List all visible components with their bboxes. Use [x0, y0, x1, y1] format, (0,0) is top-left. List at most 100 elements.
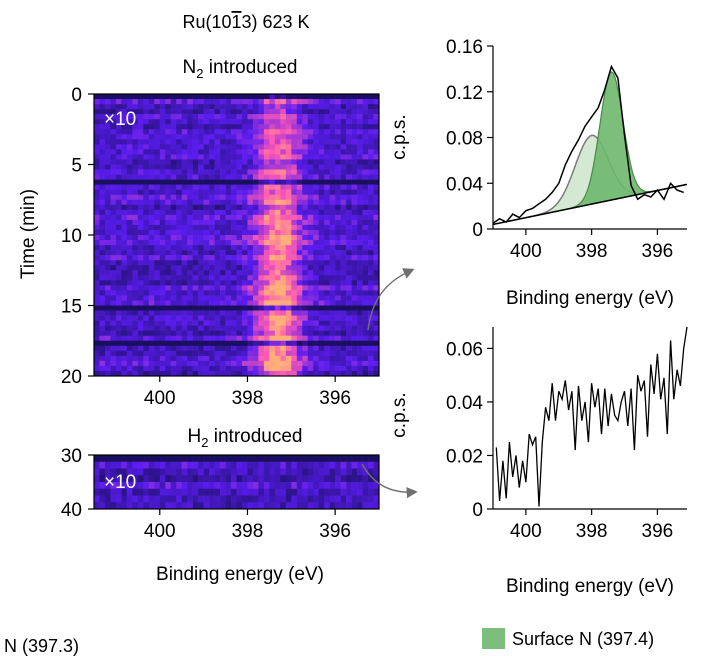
- heatmap-n2-cell: [159, 320, 166, 326]
- heatmap-n2-cell: [302, 350, 309, 357]
- heatmap-n2-cell: [346, 280, 352, 286]
- heatmap-n2-cell: [94, 325, 100, 331]
- heatmap-h2-cell: [351, 482, 358, 490]
- heatmap-n2-cell: [318, 245, 325, 251]
- heatmap-n2-cell: [274, 99, 281, 105]
- heatmap-n2-cell: [285, 209, 292, 216]
- heatmap-n2-cell: [357, 315, 363, 321]
- heatmap-n2-cell: [187, 290, 193, 296]
- heatmap-n2-cell: [132, 355, 139, 362]
- heatmap-n2-cell: [280, 149, 287, 155]
- heatmap-h2-cell: [159, 461, 166, 469]
- spectrum-top-ytick-label: 0: [472, 220, 483, 241]
- heatmap-n2-cell: [154, 144, 161, 150]
- heatmap-n2-cell: [307, 300, 314, 306]
- heatmap-n2-cell: [313, 235, 320, 241]
- heatmap-n2-cell: [132, 325, 139, 331]
- heatmap-n2-cell: [335, 325, 341, 331]
- heatmap-n2-cell: [192, 139, 199, 145]
- heatmap-n2-cell: [373, 255, 380, 261]
- heatmap-n2-cell: [225, 179, 232, 185]
- heatmap-n2-cell: [132, 179, 139, 185]
- heatmap-n2-cell: [220, 204, 226, 211]
- heatmap-n2-cell: [132, 260, 139, 266]
- heatmap-h2-cell: [346, 502, 352, 510]
- heatmap-n2-cell: [302, 139, 309, 145]
- heatmap-h2-cell: [99, 461, 106, 469]
- heatmap-n2-cell: [126, 124, 133, 130]
- heatmap-h2-cell: [137, 488, 144, 496]
- heatmap-n2-cell: [269, 335, 276, 342]
- heatmap-n2-cell: [274, 94, 281, 100]
- heatmap-n2-cell: [126, 325, 133, 331]
- heatmap-n2-cell: [225, 275, 232, 281]
- heatmap-n2-cell: [291, 345, 298, 352]
- heatmap-n2-cell: [181, 104, 188, 110]
- heatmap-n2-cell: [126, 94, 133, 100]
- heatmap-n2-cell: [159, 325, 166, 331]
- heatmap-n2-cell: [346, 119, 352, 125]
- heatmap-n2-cell: [187, 285, 193, 291]
- heatmap-n2-cell: [285, 320, 292, 326]
- heatmap-n2-cell: [181, 224, 188, 231]
- heatmap-n2-cell: [340, 174, 347, 180]
- heatmap-n2-cell: [340, 204, 347, 211]
- heatmap-n2-cell: [373, 194, 380, 201]
- heatmap-n2-cell: [214, 345, 221, 352]
- heatmap-n2-cell: [280, 320, 287, 326]
- heatmap-n2-cell: [324, 214, 330, 221]
- heatmap-n2-cell: [99, 250, 106, 256]
- heatmap-n2-cell: [247, 224, 254, 231]
- heatmap-n2-cell: [274, 360, 281, 367]
- heatmap-n2-cell: [159, 355, 166, 362]
- heatmap-n2-cell: [258, 214, 265, 221]
- heatmap-h2-cell: [302, 455, 309, 463]
- heatmap-n2-cell: [159, 224, 166, 231]
- heatmap-n2-cell: [132, 169, 139, 175]
- heatmap-n2-cell: [220, 194, 226, 201]
- heatmap-n2-cell: [362, 290, 369, 296]
- heatmap-n2-cell: [198, 209, 204, 216]
- heatmap-n2-cell: [214, 290, 221, 296]
- heatmap-n2-cell: [121, 320, 128, 326]
- heatmap-n2-cell: [241, 129, 248, 135]
- heatmap-n2-cell: [137, 365, 144, 372]
- heatmap-n2-cell: [296, 229, 303, 236]
- heatmap-n2-cell: [99, 184, 106, 190]
- heatmap-n2-cell: [346, 99, 352, 105]
- heatmap-h2-cell: [263, 488, 270, 496]
- heatmap-n2-cell: [110, 204, 117, 211]
- heatmap-n2-cell: [192, 174, 199, 180]
- heatmap-n2-cell: [296, 204, 303, 211]
- heatmap-n2-cell: [307, 355, 314, 362]
- heatmap-n2-cell: [94, 114, 100, 120]
- heatmap-n2-cell: [203, 154, 210, 160]
- heatmap-n2-cell: [181, 295, 188, 301]
- heatmap-n2-cell: [280, 280, 287, 286]
- heatmap-n2-cell: [340, 355, 347, 362]
- heatmap-n2-cell: [159, 94, 166, 100]
- heatmap-n2-cell: [335, 310, 341, 316]
- heatmap-n2-cell: [263, 285, 270, 291]
- heatmap-n2-cell: [121, 169, 128, 175]
- heatmap-n2-cell: [258, 265, 265, 271]
- heatmap-n2-cell: [198, 159, 204, 165]
- heatmap-n2-cell: [236, 184, 243, 190]
- heatmap-n2-cell: [351, 94, 358, 100]
- heatmap-n2-cell: [307, 370, 314, 377]
- heatmap-n2-cell: [296, 99, 303, 105]
- heatmap-n2-cell: [329, 224, 336, 231]
- heatmap-n2-cell: [176, 114, 182, 120]
- heatmap-n2-cell: [318, 164, 325, 170]
- heatmap-n2-cell: [236, 355, 243, 362]
- heatmap-n2-cell: [252, 224, 259, 231]
- heatmap-n2-cell: [291, 204, 298, 211]
- heatmap-h2-cell: [203, 502, 210, 510]
- heatmap-n2-cell: [176, 270, 182, 276]
- heatmap-h2-cell: [137, 475, 144, 483]
- heatmap-n2-cell: [335, 199, 341, 206]
- heatmap-n2-cell: [192, 134, 199, 140]
- heatmap-n2-cell: [236, 280, 243, 286]
- heatmap-n2-cell: [241, 114, 248, 120]
